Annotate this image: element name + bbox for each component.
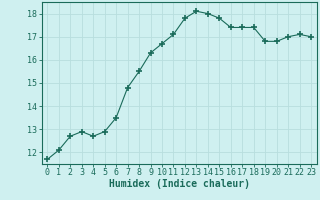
- X-axis label: Humidex (Indice chaleur): Humidex (Indice chaleur): [109, 179, 250, 189]
